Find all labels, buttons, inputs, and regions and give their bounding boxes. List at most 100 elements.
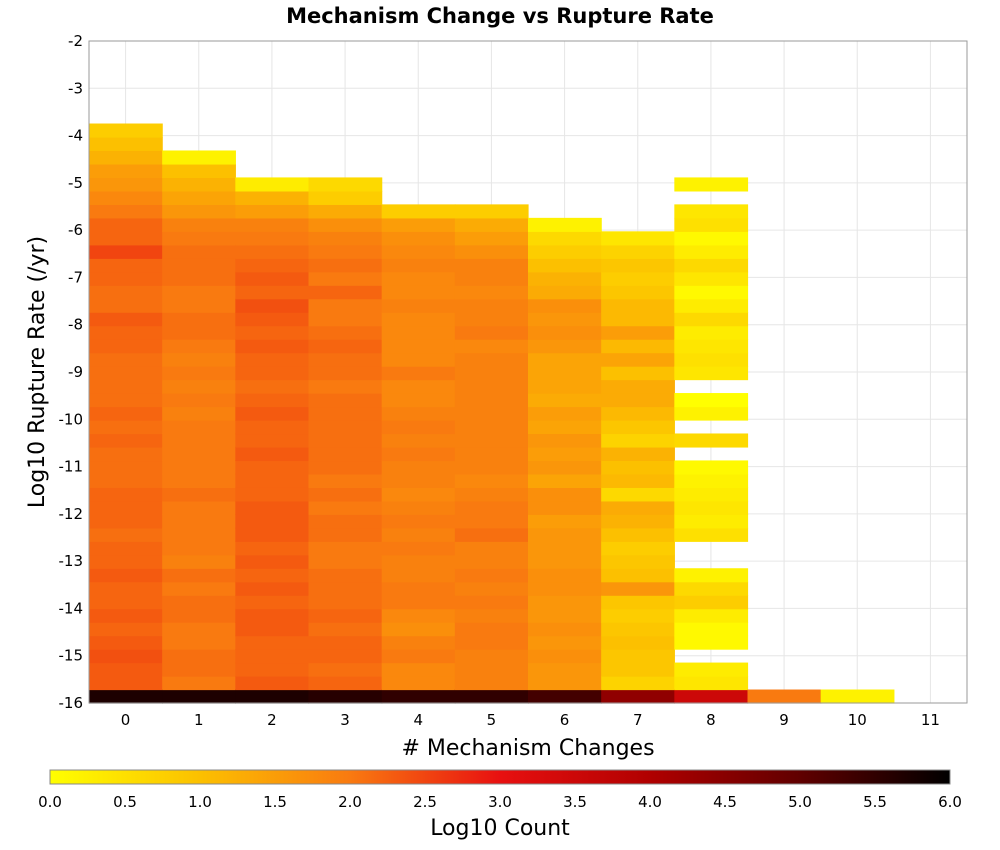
colorbar-tick-label: 5.0 [788,793,812,811]
heatmap-cell [381,460,456,475]
colorbar-tick-label: 0.5 [113,793,137,811]
heatmap-cell [601,635,675,650]
heatmap-cell [381,662,456,677]
heatmap-cell [601,298,675,313]
heatmap-cell [528,379,602,394]
heatmap-cell [162,231,236,246]
heatmap-cell [89,136,163,152]
heatmap-cell [454,689,529,704]
heatmap-cell [454,420,529,435]
heatmap-cell [601,595,675,610]
heatmap-cell [674,581,749,596]
heatmap-cell [89,244,163,259]
heatmap-cell [528,244,602,259]
heatmap-cell [308,635,383,650]
heatmap-cell [235,689,310,704]
heatmap-cell [454,554,529,569]
heatmap-cell [162,352,236,367]
heatmap-cell [454,217,529,232]
heatmap-cell [162,487,236,502]
heatmap-cell [601,662,675,677]
heatmap-cell [235,635,310,650]
heatmap-cell [162,298,236,313]
heatmap-cell [162,177,236,192]
heatmap-cell [601,581,675,596]
heatmap-cell [381,514,456,529]
heatmap-cell [454,622,529,637]
heatmap-cell [308,379,383,394]
heatmap-cell [89,150,163,165]
heatmap-cell [162,420,236,435]
colorbar-label: Log10 Count [430,816,570,841]
heatmap-cell [528,622,602,637]
plot-border [88,40,968,704]
heatmap-cell [235,581,310,596]
heatmap-cell [454,473,529,488]
heatmap-cell [747,689,822,704]
heatmap-cell [308,649,383,664]
heatmap-cell [162,649,236,664]
heatmap-cell [601,325,675,340]
y-tick-label: -3 [68,79,83,97]
heatmap-cell [308,541,383,556]
heatmap-cell [674,406,749,421]
y-tick-label: -5 [68,174,83,192]
heatmap-cell [235,595,310,610]
heatmap-cell [308,433,383,448]
heatmap-cell [381,649,456,664]
heatmap-cell [528,541,602,556]
heatmap-cell [162,258,236,273]
heatmap-cell [454,500,529,515]
heatmap-cell [674,595,749,610]
heatmap-cell [454,581,529,596]
heatmap-cell [454,527,529,542]
heatmap-cell [528,231,602,246]
heatmap-cell [89,339,163,354]
heatmap-cell [674,366,749,381]
heatmap-cell [528,285,602,300]
y-tick-label: -11 [59,458,84,476]
heatmap-cell [235,298,310,313]
heatmap-cell [308,500,383,515]
colorbar-tick-label: 2.0 [338,793,362,811]
x-axis-ticks: 0 1 2 3 4 5 6 7 8 9 10 11 [121,711,940,729]
heatmap-cell [601,312,675,327]
heatmap-cell [674,312,749,327]
heatmap-cell [162,190,236,205]
heatmap-cell [162,312,236,327]
heatmap-cell [235,285,310,300]
heatmap-cell [235,433,310,448]
heatmap-cell [235,649,310,664]
heatmap-cell [381,325,456,340]
heatmap-cell [528,554,602,569]
x-tick-label: 7 [633,711,643,729]
heatmap-cell [454,487,529,502]
heatmap-cell [235,271,310,286]
heatmap-cell [528,487,602,502]
heatmap-cell [601,541,675,556]
heatmap-cell [601,433,675,448]
heatmap-cell [820,689,895,704]
colorbar-tick-label: 5.5 [863,793,887,811]
colorbar-tick-label: 2.5 [413,793,437,811]
colorbar-tick-label: 4.0 [638,793,662,811]
heatmap-cell [89,581,163,596]
heatmap-cell [235,500,310,515]
heatmap-cell [601,285,675,300]
heatmap-cell [89,662,163,677]
heatmap-cell [235,231,310,246]
heatmap-cell [89,689,163,704]
heatmap-cell [308,595,383,610]
x-tick-label: 11 [921,711,940,729]
heatmap-cell [308,608,383,623]
heatmap-cell [89,608,163,623]
heatmap-cell [162,393,236,408]
heatmap-cell [601,608,675,623]
heatmap-cell [308,487,383,502]
heatmap-cell [454,366,529,381]
heatmap-cell [381,676,456,691]
heatmap-cell [601,271,675,286]
heatmap-cell [162,689,236,704]
heatmap-cell [235,393,310,408]
heatmap-cell [381,487,456,502]
